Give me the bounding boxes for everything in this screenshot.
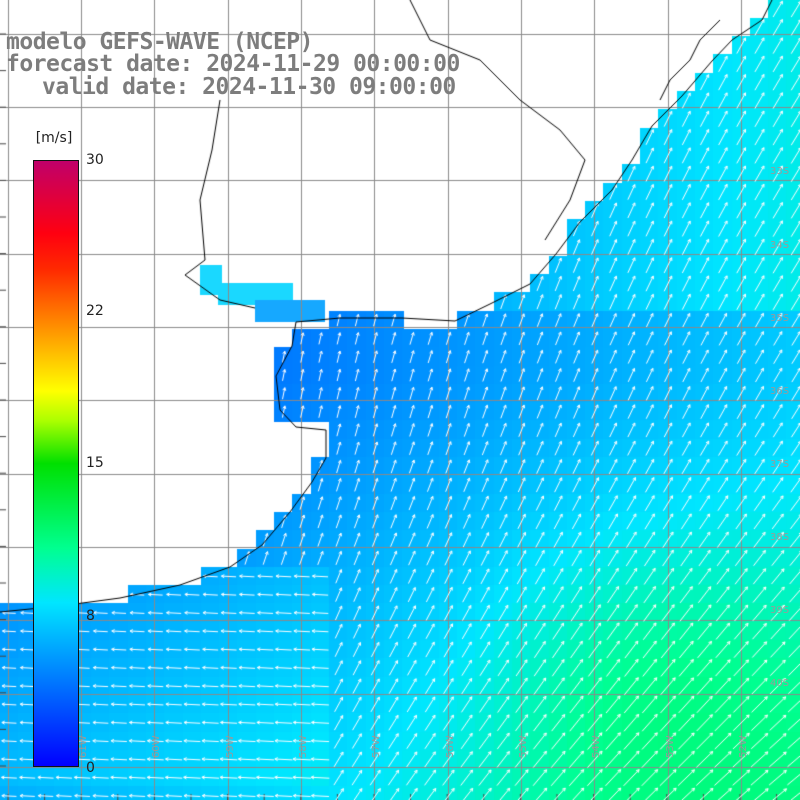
lon-label-61w: 61W — [78, 735, 89, 758]
lon-label-59w: 59W — [225, 735, 236, 758]
lon-label-52w: 52W — [738, 735, 749, 758]
model-title: modelo GEFS-WAVE (NCEP) — [6, 29, 314, 55]
lat-label-36s: 36S — [770, 386, 790, 397]
lat-label-34s: 34S — [770, 240, 790, 251]
lat-label-39s: 39S — [770, 605, 790, 616]
forecast-date: forecast date: 2024-11-29 00:00:00 — [6, 51, 460, 77]
lat-label-35s: 35S — [770, 313, 790, 324]
lon-label-58w: 58W — [298, 735, 309, 758]
lon-label-57w: 57W — [371, 735, 382, 758]
lon-label-60w: 60W — [151, 735, 162, 758]
colorbar-tick-8: 8 — [86, 608, 95, 624]
lon-label-54w: 54W — [591, 735, 602, 758]
lat-label-33s: 33S — [770, 166, 790, 177]
lat-label-37s: 37S — [770, 459, 790, 470]
lon-label-55w: 55W — [518, 735, 529, 758]
colorbar-unit: [m/s] — [35, 130, 73, 146]
colorbar-tick-15: 15 — [86, 455, 104, 471]
lon-label-53w: 53W — [665, 735, 676, 758]
lat-label-40s: 40S — [770, 678, 790, 689]
colorbar-tick-30: 30 — [86, 152, 104, 168]
lat-label-38s: 38S — [770, 532, 790, 543]
colorbar — [33, 160, 79, 767]
colorbar-tick-22: 22 — [86, 303, 104, 319]
valid-date: valid date: 2024-11-30 09:00:00 — [42, 74, 456, 100]
lon-label-56w: 56W — [445, 735, 456, 758]
colorbar-tick-0: 0 — [86, 760, 95, 776]
